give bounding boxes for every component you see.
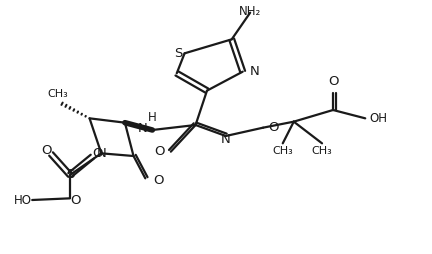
Text: O: O <box>268 121 279 134</box>
Text: O: O <box>328 75 338 88</box>
Text: O: O <box>153 174 164 187</box>
Text: HO: HO <box>13 194 32 207</box>
Text: N: N <box>250 65 260 78</box>
Text: O: O <box>154 145 165 158</box>
Text: O: O <box>70 194 80 207</box>
Text: S: S <box>175 47 183 60</box>
Text: H: H <box>148 111 157 124</box>
Text: NH₂: NH₂ <box>239 5 261 18</box>
Text: N: N <box>96 147 106 160</box>
Text: O: O <box>92 147 102 160</box>
Text: OH: OH <box>369 112 387 125</box>
Text: S: S <box>66 168 74 182</box>
Text: N: N <box>137 122 147 135</box>
Text: O: O <box>41 144 51 157</box>
Text: CH₃: CH₃ <box>311 146 332 156</box>
Text: CH₃: CH₃ <box>48 89 69 99</box>
Text: CH₃: CH₃ <box>273 146 293 156</box>
Text: N: N <box>221 133 231 146</box>
